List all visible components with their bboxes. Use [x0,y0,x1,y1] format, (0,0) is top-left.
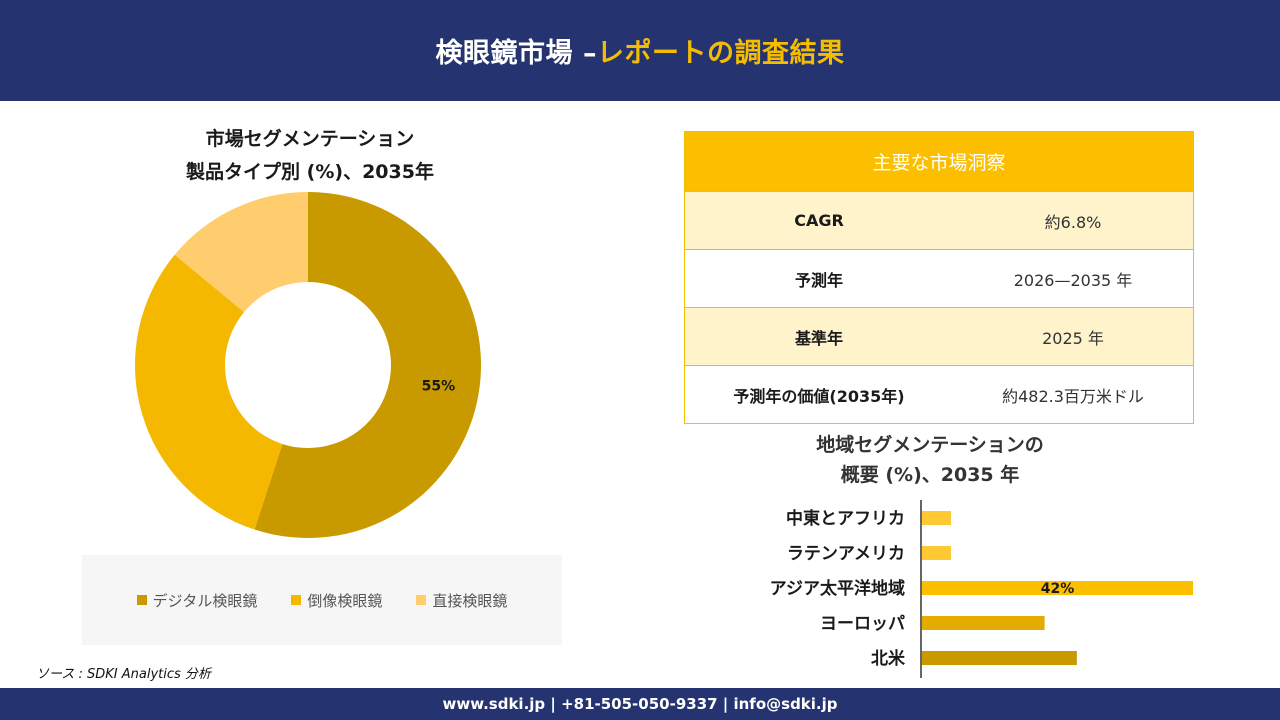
legend-label: デジタル検眼鏡 [152,591,258,610]
legend-swatch [416,595,427,605]
page-title: 検眼鏡市場 –レポートの調査結果 [436,31,845,70]
insights-value: 約6.8% [1044,212,1102,232]
donut-data-label: 55% [422,379,456,395]
bar-3 [922,616,1045,630]
insights-label: CAGR [794,211,844,230]
insights-label: 予測年 [794,270,843,290]
legend-item: デジタル検眼鏡 [136,590,258,611]
bar-0 [922,511,952,525]
bar-category-label: アジア太平洋地域 [770,578,905,599]
key-insights-table: 主要な市場洞察 CAGR 約6.8% 予測年 2026—2035 年 基準年 2… [684,131,1194,424]
title-main: 検眼鏡市場 – [435,38,597,69]
insights-row: 予測年の価値(2035年) 約482.3百万米ドル [685,365,1193,423]
bar-category-label: 北米 [871,648,906,669]
bar-title-line2: 概要 (%)、2035 年 [840,464,1020,486]
bar-2 [922,581,1193,595]
bar-data-label: 42% [1041,581,1075,597]
bar-category-label: ラテンアメリカ [787,544,905,564]
insights-row: CAGR 約6.8% [685,191,1193,249]
donut-legend: デジタル検眼鏡 倒像検眼鏡 直接検眼鏡 [82,555,562,645]
legend-swatch [291,595,302,605]
insights-value: 2026—2035 年 [1013,270,1133,290]
insights-row: 基準年 2025 年 [685,307,1193,365]
legend-label: 倒像検眼鏡 [307,591,383,610]
legend-item: 直接検眼鏡 [416,590,507,611]
legend-item: 倒像検眼鏡 [291,590,382,611]
source-note: ソース : SDKI Analytics 分析 [36,667,211,682]
bar-4 [922,651,1077,665]
donut-slice-1 [135,254,283,530]
bar-title-line1: 地域セグメンテーションの [816,434,1044,456]
bar-chart-title: 地域セグメンテーションの 概要 (%)、2035 年 [720,430,1140,490]
insights-value: 2025 年 [1042,328,1104,348]
donut-slice-2 [174,192,308,313]
donut-title-line2: 製品タイプ別 (%)、2035年 [186,161,434,183]
donut-title-line1: 市場セグメンテーション [205,128,415,150]
donut-chart: 55% [135,192,481,538]
title-accent: レポートの調査結果 [596,38,845,69]
bar-1 [922,546,952,560]
insights-value: 約482.3百万米ドル [1002,386,1144,406]
insights-title: 主要な市場洞察 [685,132,1193,191]
bar-category-label: 中東とアフリカ [786,508,905,529]
donut-slice-0 [254,192,481,538]
legend-label: 直接検眼鏡 [432,591,508,610]
insights-label: 予測年の価値(2035年) [733,386,905,406]
insights-row: 予測年 2026—2035 年 [685,249,1193,307]
bar-category-label: ヨーロッパ [820,614,905,634]
header-banner: 検眼鏡市場 –レポートの調査結果 [0,0,1280,101]
legend-swatch [136,595,147,605]
donut-chart-title: 市場セグメンテーション 製品タイプ別 (%)、2035年 [110,123,510,189]
footer-contact: www.sdki.jp | +81-505-050-9337 | info@sd… [0,688,1280,720]
insights-label: 基準年 [794,328,843,348]
